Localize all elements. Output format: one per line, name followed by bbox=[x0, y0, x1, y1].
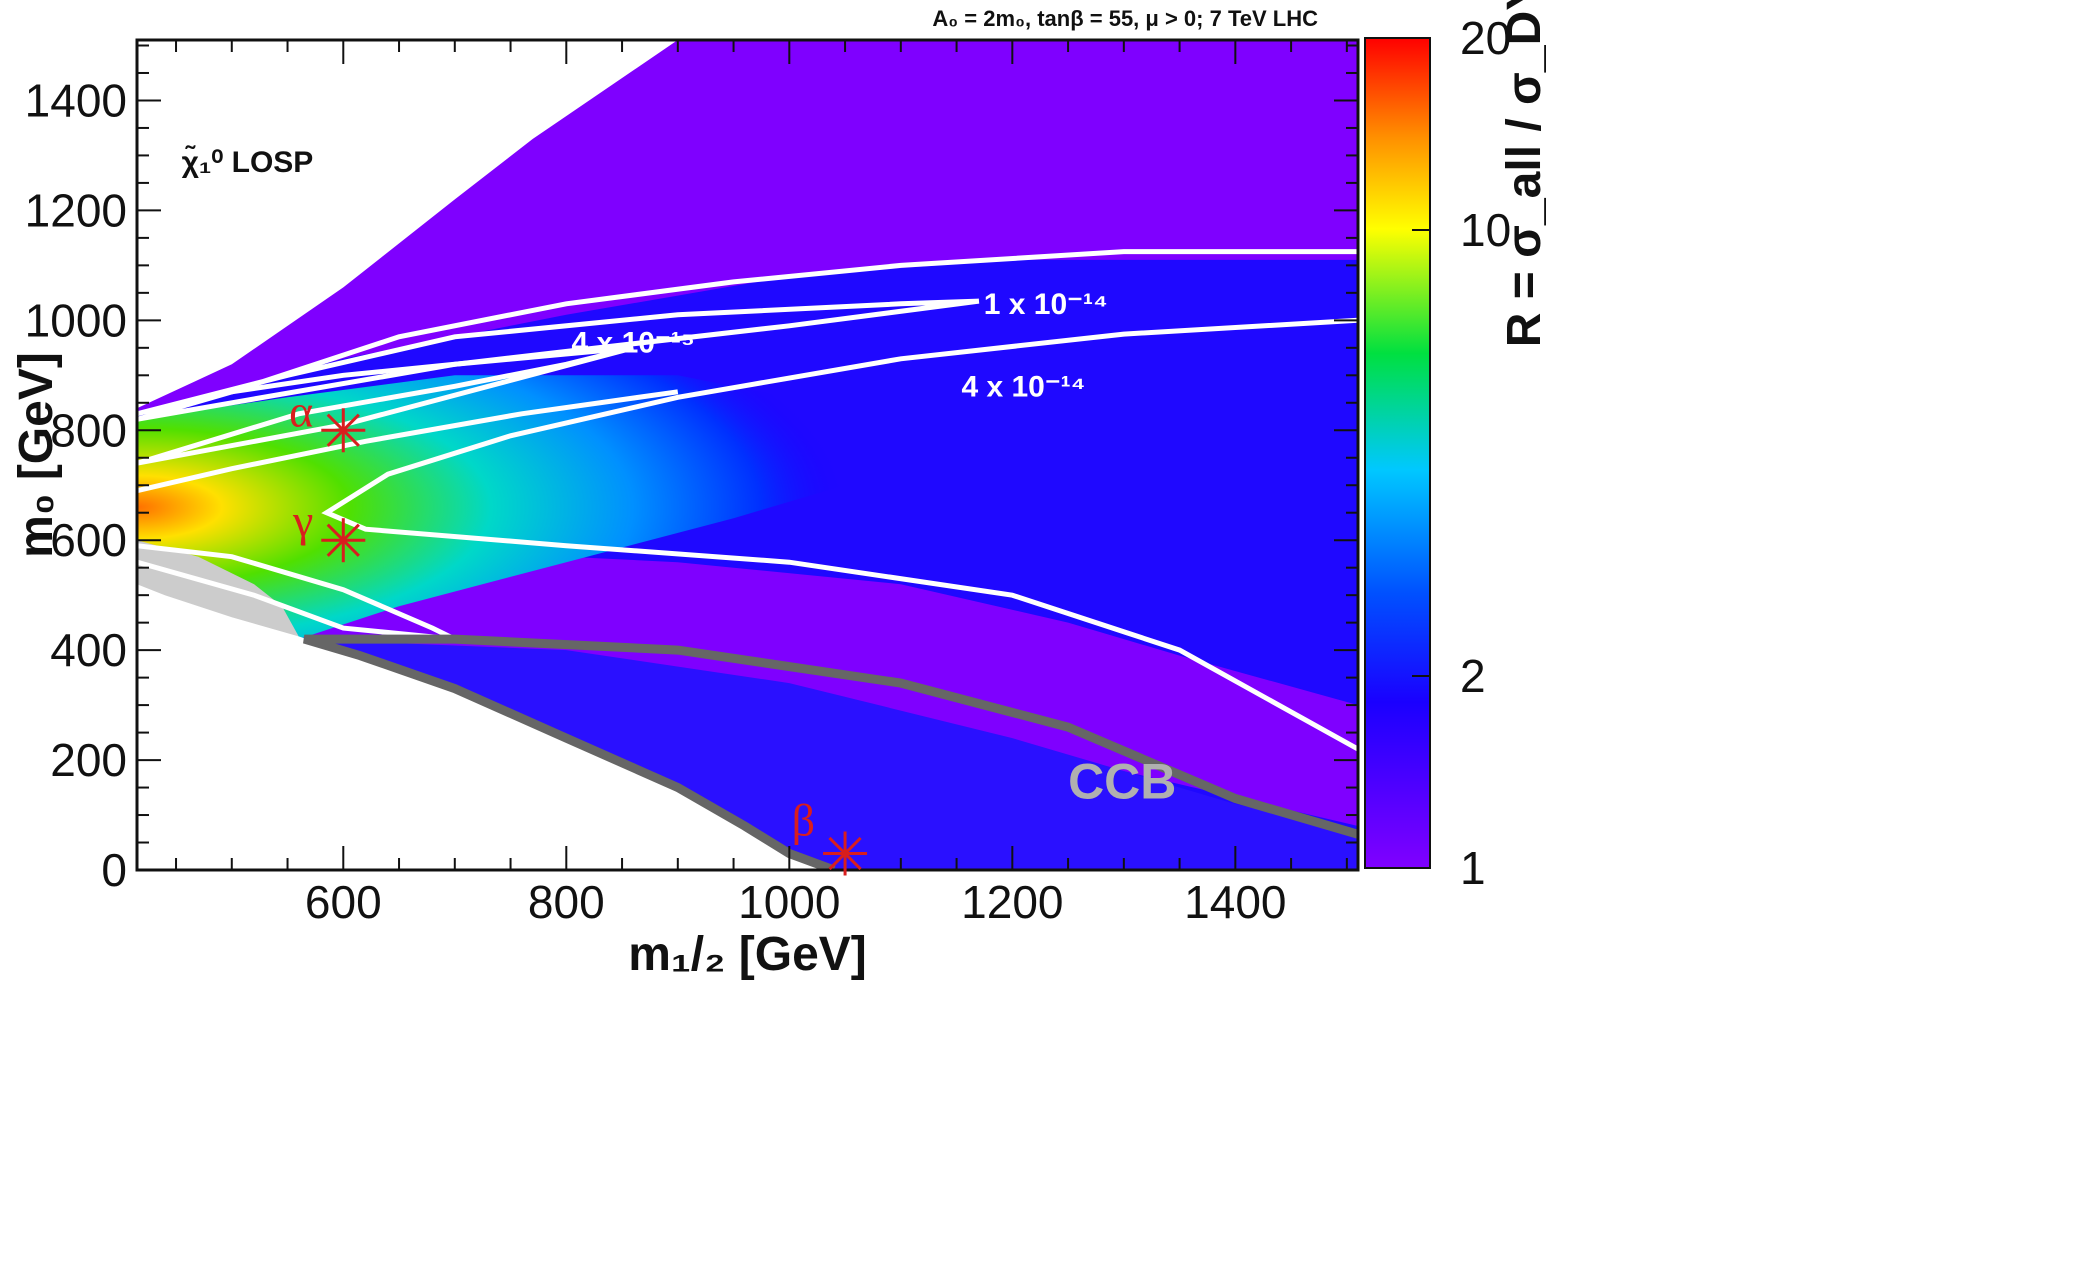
colorbar-ticks: 1 2 10 20 bbox=[1412, 12, 1511, 894]
benchmark-label: α bbox=[289, 385, 313, 436]
x-tick-label: 600 bbox=[305, 876, 382, 928]
axis-ticks bbox=[137, 40, 1358, 871]
excluded-top-left-region bbox=[137, 40, 678, 409]
y-tick-label: 400 bbox=[50, 624, 127, 676]
y-tick-label: 0 bbox=[101, 844, 127, 896]
benchmark-label: β bbox=[792, 795, 815, 846]
contour-line bbox=[137, 345, 634, 466]
x-tick-label: 800 bbox=[528, 876, 605, 928]
colorbar-tick-label: 10 bbox=[1460, 204, 1511, 256]
y-tick-label: 600 bbox=[50, 514, 127, 566]
chart-title: A₀ = 2m₀, tanβ = 55, μ > 0; 7 TeV LHC bbox=[932, 6, 1318, 31]
benchmark-α: α bbox=[289, 385, 366, 453]
excluded-bottom-region bbox=[137, 540, 823, 870]
contour-label: 4 x 10⁻¹⁵ bbox=[572, 326, 695, 359]
contour-label: 1 x 10⁻¹⁴ bbox=[984, 288, 1108, 321]
plot-area bbox=[137, 40, 1358, 870]
contour-line bbox=[137, 389, 679, 494]
benchmark-γ: γ bbox=[292, 495, 366, 563]
colorbar-label: R = σ_all / σ_DY bbox=[1498, 0, 1551, 347]
contour-line bbox=[137, 543, 456, 642]
colorbar-tick-label: 1 bbox=[1460, 842, 1486, 894]
benchmark-markers: α γ β bbox=[289, 385, 868, 876]
contours bbox=[137, 249, 1358, 752]
ccb-boundary-line bbox=[303, 634, 1358, 870]
losp-label: χ̃₁⁰ LOSP bbox=[182, 145, 314, 179]
colorbar-gradient bbox=[1364, 37, 1431, 869]
y-tick-label: 1400 bbox=[25, 74, 127, 126]
x-tick-label: 1000 bbox=[738, 876, 840, 928]
x-tick-labels: 600 800 1000 1200 1400 bbox=[305, 876, 1287, 928]
contour-line bbox=[321, 317, 1358, 752]
x-tick-label: 1200 bbox=[961, 876, 1063, 928]
colorbar-tick-label: 20 bbox=[1460, 12, 1511, 64]
y-tick-label: 800 bbox=[50, 404, 127, 456]
hot-region bbox=[137, 375, 846, 640]
colorbar-tick-label: 2 bbox=[1460, 650, 1486, 702]
gray-excluded-region bbox=[137, 540, 299, 637]
lower-blue-region bbox=[298, 639, 1358, 870]
y-tick-label: 1200 bbox=[25, 184, 127, 236]
x-axis-label: m₁/₂ [GeV] bbox=[628, 928, 867, 981]
plot-frame bbox=[135, 38, 1360, 872]
y-tick-labels: 0 200 400 600 800 1000 1200 1400 bbox=[25, 74, 127, 896]
y-axis-label: m₀ [GeV] bbox=[10, 352, 63, 558]
contour-label: 4 x 10⁻¹⁴ bbox=[961, 370, 1085, 403]
colorbar: 1 2 10 20 R = σ_all / σ_DY bbox=[1364, 0, 1551, 894]
y-tick-label: 1000 bbox=[25, 294, 127, 346]
contour-labels: 1 x 10⁻¹⁴ 4 x 10⁻¹⁵ 4 x 10⁻¹⁴ bbox=[572, 288, 1108, 403]
contour-line bbox=[137, 249, 1358, 422]
y-tick-label: 200 bbox=[50, 734, 127, 786]
benchmark-label: γ bbox=[292, 495, 313, 546]
x-tick-label: 1400 bbox=[1184, 876, 1286, 928]
benchmark-β: β bbox=[792, 795, 868, 876]
ccb-label: CCB bbox=[1068, 754, 1176, 810]
